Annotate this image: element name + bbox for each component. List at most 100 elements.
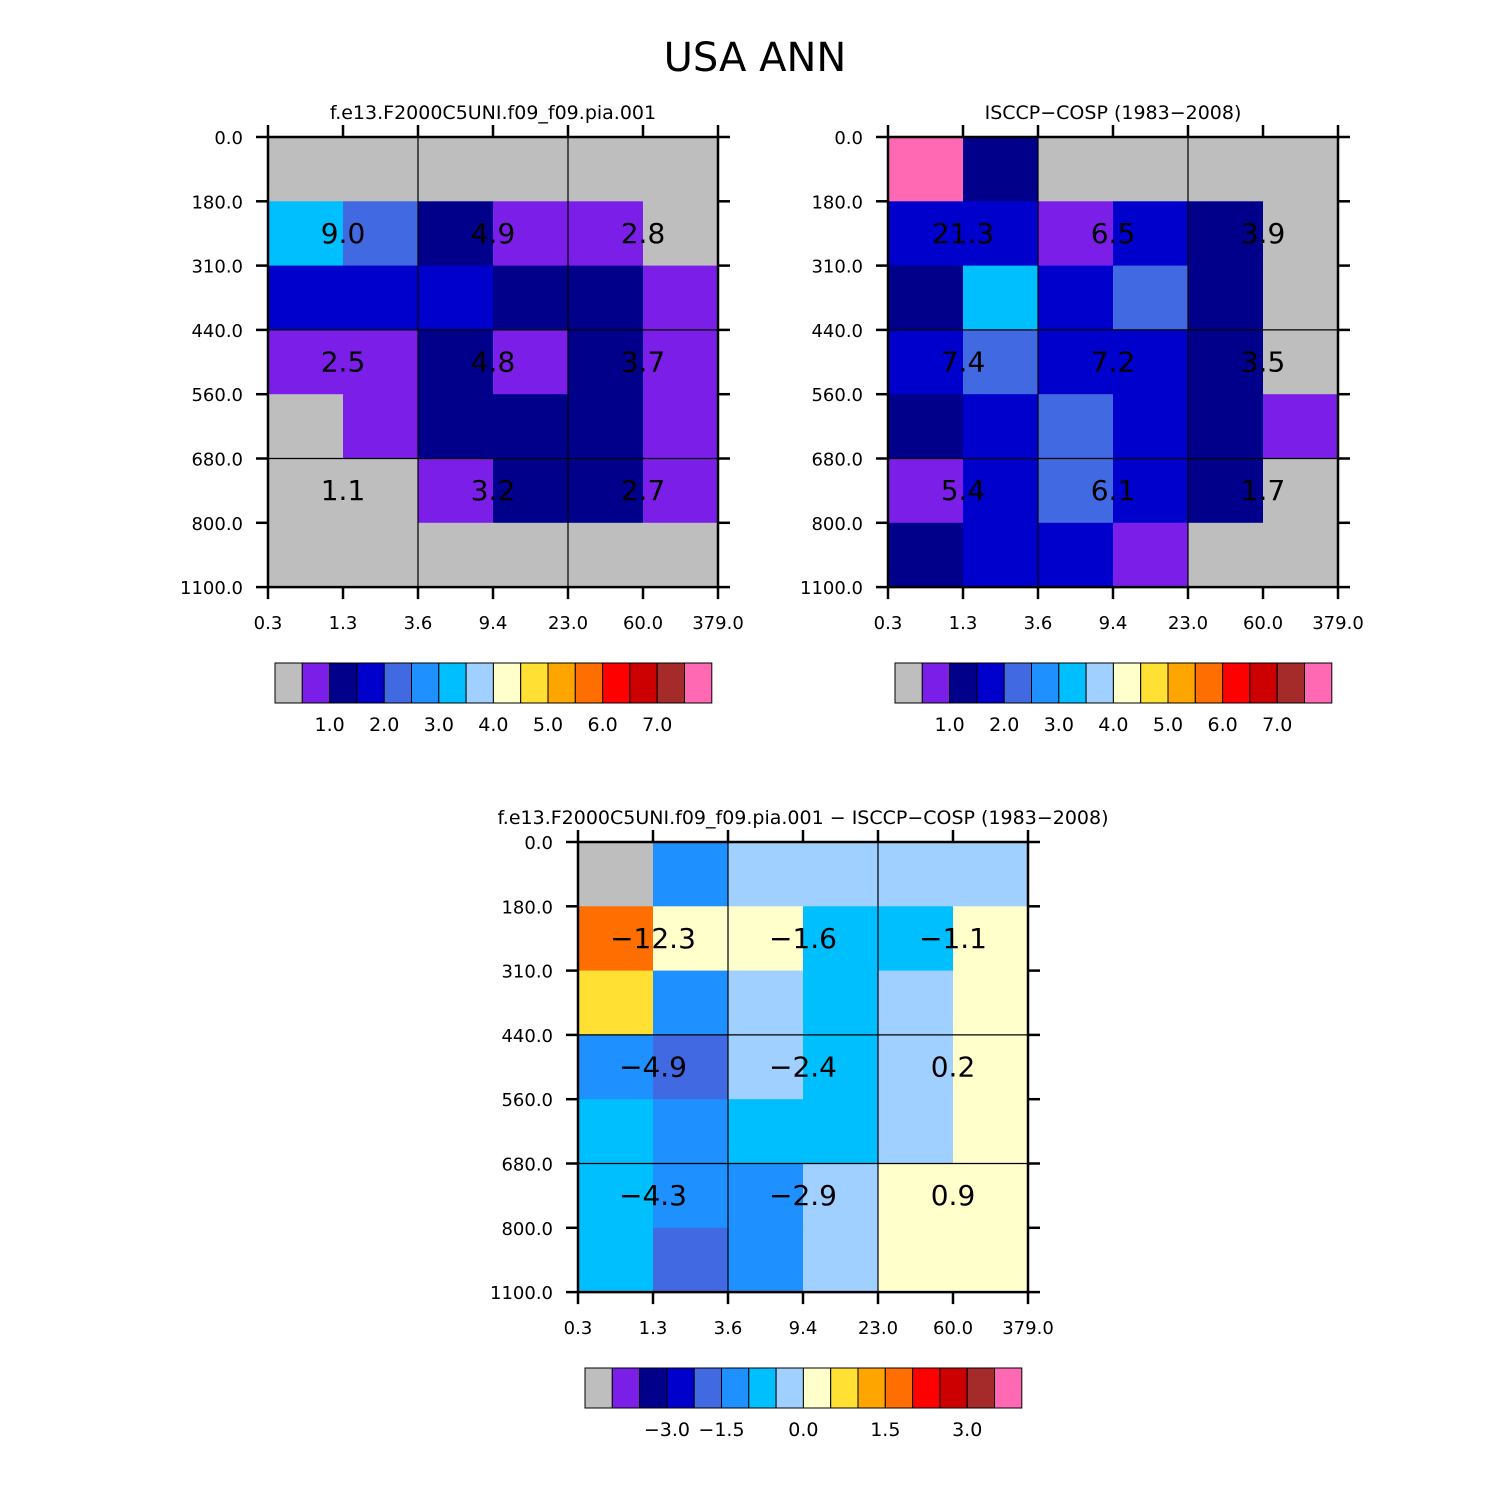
block-value-label: −2.4 [769, 1051, 837, 1084]
heatmap-cell [953, 970, 1029, 1036]
block-value-label: 6.5 [1091, 217, 1136, 250]
heatmap-cell [568, 458, 644, 524]
heatmap-cell [803, 842, 879, 907]
colorbar-swatch [1085, 662, 1114, 704]
x-tick-label: 23.0 [858, 1318, 898, 1339]
colorbar-swatch [1140, 662, 1169, 704]
colorbar-swatch [356, 662, 385, 704]
block-value-label: 7.4 [941, 346, 986, 379]
heatmap-cell [418, 201, 494, 267]
heatmap-cell [1263, 265, 1339, 331]
heatmap-cell [1188, 329, 1264, 395]
heatmap-cell [1038, 522, 1114, 588]
colorbar-swatch [492, 662, 522, 704]
colorbar-swatch [1003, 662, 1033, 704]
heatmap-cell [878, 1163, 954, 1229]
colorbar-swatch [949, 662, 978, 704]
colorbar-swatch [912, 1367, 941, 1409]
heatmap-cell [493, 458, 569, 524]
heatmap-cell [1263, 137, 1339, 202]
heatmap-cell [653, 842, 729, 907]
heatmap-cell [1188, 458, 1264, 524]
colorbar-swatch [721, 1367, 750, 1409]
heatmap-cell [963, 458, 1039, 524]
block-value-label: 3.7 [621, 346, 666, 379]
y-tick-label: 0.0 [214, 128, 243, 149]
heatmap-cell [888, 329, 964, 395]
block-value-label: 1.7 [1241, 474, 1286, 507]
colorbar-swatch [1058, 662, 1087, 704]
heatmap-cell [268, 265, 344, 331]
heatmap-cell [1188, 137, 1264, 202]
colorbar-swatch [520, 662, 549, 704]
colorbar-label: 7.0 [642, 714, 672, 736]
y-tick-label: 560.0 [501, 1090, 553, 1111]
block-value-label: 21.3 [932, 217, 994, 250]
heatmap-cell [418, 522, 494, 588]
heatmap-cell [493, 522, 569, 588]
panel-observations: ISCCP−COSP (1983−2008) 0.0 180.0 310.0 440.0… [800, 102, 1364, 736]
heatmap-cell [963, 137, 1039, 202]
y-tick-label: 440.0 [501, 1026, 553, 1047]
y-tick-label: 1100.0 [180, 578, 243, 599]
heatmap-cell [268, 522, 344, 588]
colorbar-swatch [1031, 662, 1060, 704]
colorbar-label: 6.0 [1207, 714, 1237, 736]
heatmap-cell [1113, 137, 1189, 202]
heatmap-cell [878, 842, 954, 907]
block-value-label: 5.4 [941, 474, 986, 507]
heatmap-cell [568, 394, 644, 460]
heatmap-cell [1263, 522, 1339, 588]
heatmap-cell [1263, 458, 1339, 524]
heatmap-cell [888, 522, 964, 588]
block-value-label: 9.0 [321, 217, 366, 250]
colorbar-swatch [602, 662, 631, 704]
heatmap-cell [568, 265, 644, 331]
colorbar-swatch [976, 662, 1005, 704]
heatmap-cell [878, 906, 954, 972]
heatmap-cell [268, 137, 344, 202]
x-tick-label: 60.0 [623, 613, 663, 634]
heatmap-cell [343, 137, 419, 202]
heatmap-cell [728, 1034, 804, 1100]
colorbar-label: −1.5 [698, 1419, 744, 1441]
colorbar-swatch [301, 662, 331, 704]
y-tick-label: 310.0 [501, 962, 553, 983]
colorbar-swatch [1304, 662, 1333, 704]
heatmap-cell [578, 1034, 654, 1100]
colorbar-swatch [666, 1367, 695, 1409]
colorbar-swatch [1194, 662, 1224, 704]
heatmap-cell [1113, 394, 1189, 460]
block-value-label: −1.6 [769, 922, 837, 955]
heatmap-cell [643, 137, 719, 202]
colorbar-swatch [921, 662, 951, 704]
x-tick-label: 1.3 [639, 1318, 668, 1339]
colorbar-swatch [656, 662, 686, 704]
y-tick-label: 440.0 [191, 321, 243, 342]
colorbar-swatch [383, 662, 413, 704]
heatmap-cell [568, 329, 644, 395]
heatmap-cell [878, 1099, 954, 1165]
colorbar-swatch [411, 662, 440, 704]
heatmap-cell [343, 394, 419, 460]
heatmap-cell [803, 1099, 879, 1165]
heatmap-cell [578, 1099, 654, 1165]
heatmap-cell [418, 265, 494, 331]
heatmap-cell [963, 265, 1039, 331]
x-tick-label: 3.6 [1024, 613, 1053, 634]
y-tick-label: 310.0 [191, 257, 243, 278]
block-value-label: 3.5 [1241, 346, 1286, 379]
panel-title: f.e13.F2000C5UNI.f09_f09.pia.001 [330, 102, 656, 124]
heatmap-cell [493, 394, 569, 460]
x-tick-label: 379.0 [1002, 1318, 1054, 1339]
colorbar-swatch [994, 1367, 1023, 1409]
x-tick-label: 0.3 [564, 1318, 593, 1339]
block-value-label: −1.1 [919, 922, 987, 955]
heatmap-cell [268, 201, 344, 267]
heatmap-cell [728, 1227, 804, 1293]
colorbar-swatch [830, 1367, 859, 1409]
heatmap-cell [653, 970, 729, 1036]
colorbar-swatch [894, 662, 923, 704]
heatmap-cell [653, 1034, 729, 1100]
heatmap-cell [953, 906, 1029, 972]
